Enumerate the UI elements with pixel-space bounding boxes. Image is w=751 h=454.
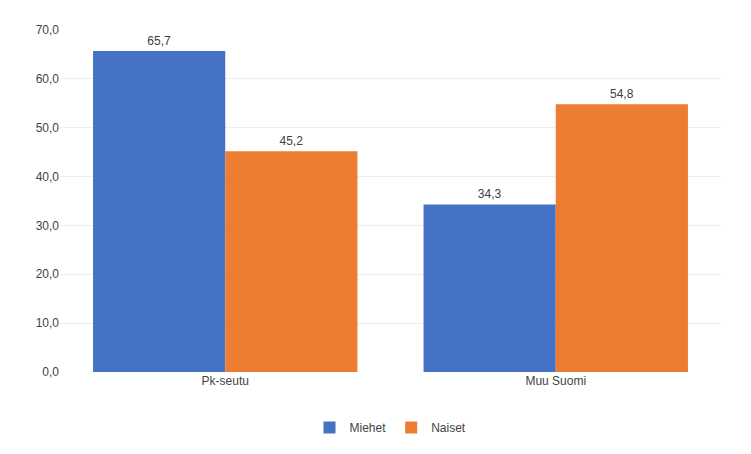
svg-text:34,3: 34,3 — [478, 187, 502, 201]
svg-text:Pk-seutu: Pk-seutu — [202, 374, 249, 388]
svg-text:65,7: 65,7 — [147, 34, 171, 48]
svg-text:Naiset: Naiset — [431, 421, 466, 435]
svg-text:54,8: 54,8 — [610, 87, 634, 101]
svg-text:40,0: 40,0 — [36, 170, 60, 184]
svg-text:Muu Suomi: Muu Suomi — [525, 374, 586, 388]
svg-text:Miehet: Miehet — [350, 421, 387, 435]
svg-text:70,0: 70,0 — [36, 23, 60, 37]
svg-text:10,0: 10,0 — [36, 316, 60, 330]
svg-text:60,0: 60,0 — [36, 72, 60, 86]
svg-text:50,0: 50,0 — [36, 121, 60, 135]
svg-text:30,0: 30,0 — [36, 219, 60, 233]
svg-text:20,0: 20,0 — [36, 267, 60, 281]
svg-text:45,2: 45,2 — [280, 134, 304, 148]
svg-text:0,0: 0,0 — [42, 365, 59, 379]
